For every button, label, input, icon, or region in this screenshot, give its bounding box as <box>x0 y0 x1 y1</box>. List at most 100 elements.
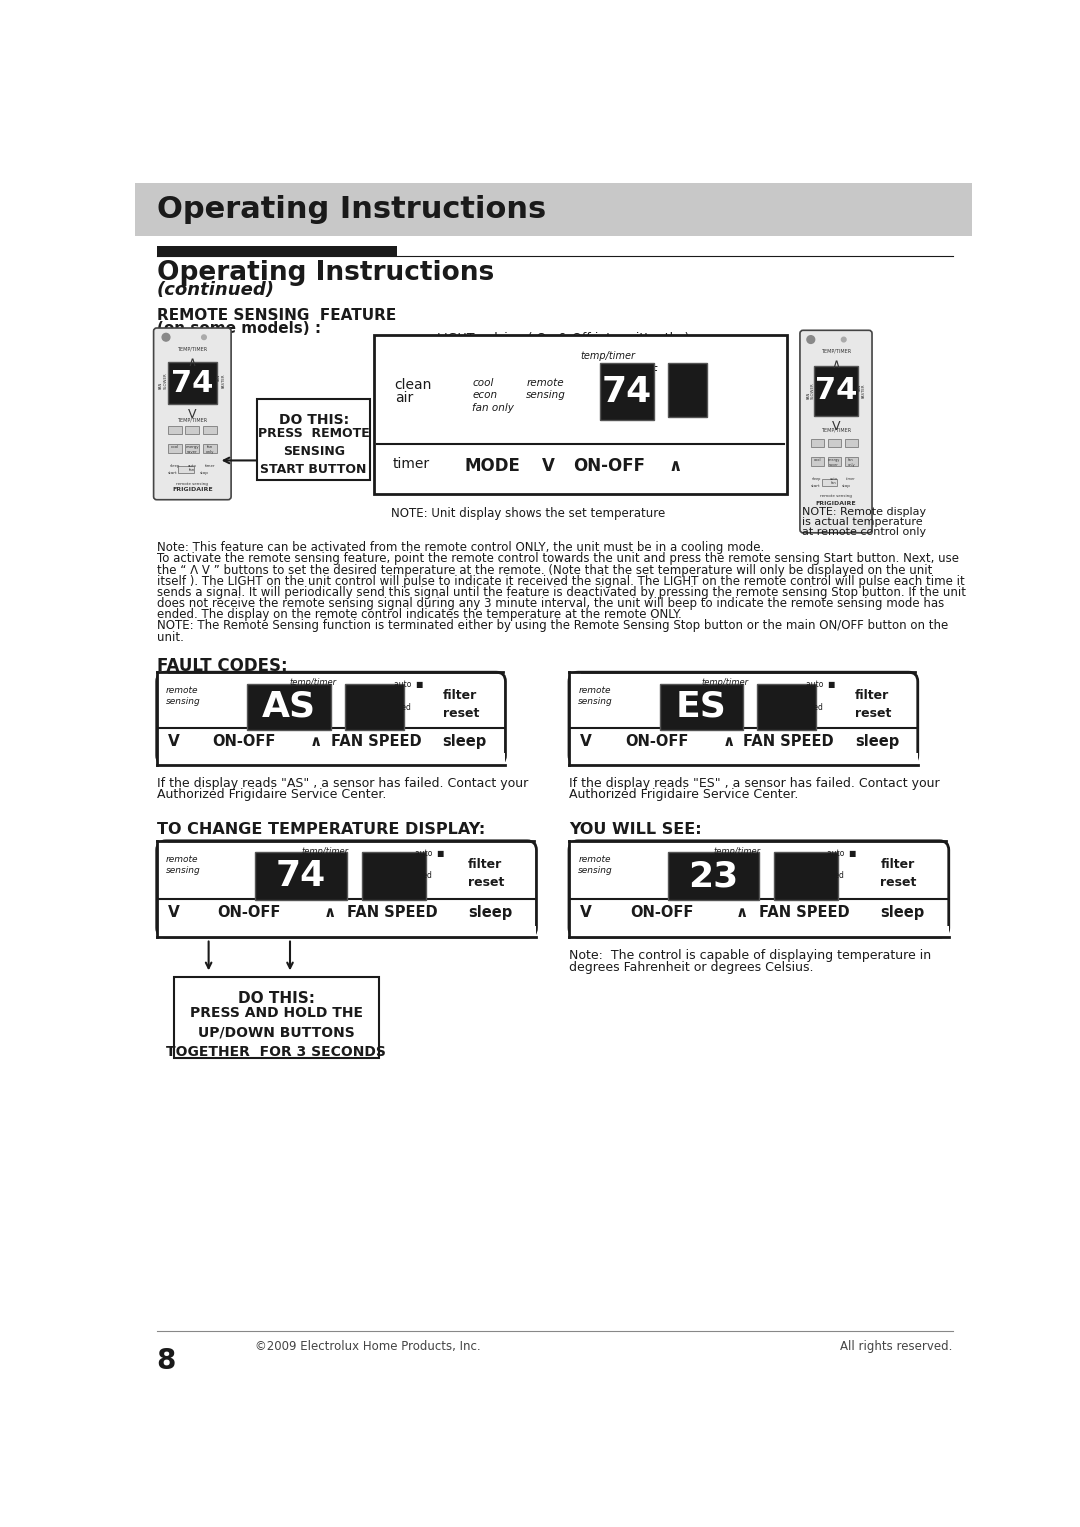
FancyBboxPatch shape <box>157 672 505 765</box>
Text: FAN
SLOWER: FAN SLOWER <box>806 383 814 400</box>
Bar <box>186 426 200 434</box>
Text: If the display reads "ES" , a sensor has failed. Contact your: If the display reads "ES" , a sensor has… <box>569 777 940 789</box>
Text: fan
only: fan only <box>848 458 855 467</box>
Circle shape <box>841 337 846 342</box>
Text: 74: 74 <box>602 376 652 409</box>
Text: temp/timer: temp/timer <box>702 678 748 687</box>
Text: ∧: ∧ <box>310 734 323 748</box>
Text: Operating Instructions: Operating Instructions <box>157 195 546 224</box>
Text: sleep: sleep <box>812 476 822 481</box>
Text: FAN SPEED: FAN SPEED <box>332 734 421 748</box>
Text: Operating Instructions: Operating Instructions <box>157 260 494 286</box>
Text: TO CHANGE TEMPERATURE DISPLAY:: TO CHANGE TEMPERATURE DISPLAY: <box>157 823 485 837</box>
Text: ∧: ∧ <box>832 357 840 371</box>
Text: timer: timer <box>847 476 856 481</box>
Text: auto  ■
hi
med
lo: auto ■ hi med lo <box>806 680 836 724</box>
Text: energy
saver: energy saver <box>186 444 199 454</box>
Text: remote
sensing: remote sensing <box>526 379 566 400</box>
Text: cool: cool <box>171 444 178 449</box>
Text: 74: 74 <box>814 376 858 405</box>
Text: remote
sensing: remote sensing <box>578 686 613 705</box>
Text: temp/timer: temp/timer <box>713 847 760 857</box>
Circle shape <box>202 334 206 339</box>
Text: auto
fan: auto fan <box>188 464 197 472</box>
Text: temp/timer: temp/timer <box>289 678 336 687</box>
Text: sleep: sleep <box>468 904 512 919</box>
Bar <box>569 753 918 765</box>
Text: NOTE: Remote display: NOTE: Remote display <box>801 507 926 516</box>
Bar <box>569 925 948 938</box>
Text: NOTE: The Remote Sensing function is terminated either by using the Remote Sensi: NOTE: The Remote Sensing function is ter… <box>157 620 948 632</box>
Text: auto  ■
hi
med
lo: auto ■ hi med lo <box>415 849 444 892</box>
FancyBboxPatch shape <box>569 672 918 765</box>
Text: (on some models) :: (on some models) : <box>157 321 321 336</box>
Bar <box>157 841 168 938</box>
Bar <box>135 183 972 235</box>
Text: remote sensing: remote sensing <box>820 493 852 498</box>
Bar <box>569 672 581 765</box>
Bar <box>157 753 505 765</box>
Bar <box>600 362 654 420</box>
Text: PRESS AND HOLD THE
UP/DOWN BUTTONS
TOGETHER  FOR 3 SECONDS: PRESS AND HOLD THE UP/DOWN BUTTONS TOGET… <box>166 1006 387 1060</box>
Text: LIGHT pulsing ( On & Off intermittently ).: LIGHT pulsing ( On & Off intermittently … <box>437 331 693 345</box>
FancyBboxPatch shape <box>375 334 786 495</box>
Bar <box>811 458 824 466</box>
Text: ∧: ∧ <box>737 904 748 919</box>
Bar <box>174 977 379 1058</box>
Text: auto  ■
hi
med
lo: auto ■ hi med lo <box>394 680 423 724</box>
Text: auto
fan: auto fan <box>831 476 838 486</box>
FancyBboxPatch shape <box>153 328 231 499</box>
Text: TEMP/TIMER: TEMP/TIMER <box>177 417 207 423</box>
Text: stop: stop <box>841 484 851 489</box>
Text: V: V <box>167 734 179 748</box>
Bar <box>822 479 837 486</box>
Bar <box>203 444 217 452</box>
Text: FAN
FASTER: FAN FASTER <box>217 374 226 388</box>
FancyBboxPatch shape <box>800 330 872 533</box>
Text: sends a signal. It will periodically send this signal until the feature is deact: sends a signal. It will periodically sen… <box>157 586 966 599</box>
Text: If the display reads "AS" , a sensor has failed. Contact your: If the display reads "AS" , a sensor has… <box>157 777 528 789</box>
Text: is actual temperature: is actual temperature <box>801 516 922 527</box>
Text: degrees Fahrenheit or degrees Celsius.: degrees Fahrenheit or degrees Celsius. <box>569 960 813 974</box>
Text: (continued): (continued) <box>157 281 274 299</box>
Bar <box>774 852 838 901</box>
Text: filter
reset: filter reset <box>855 689 891 721</box>
Text: V: V <box>167 904 179 919</box>
Bar <box>828 458 841 466</box>
Text: FAN SPEED: FAN SPEED <box>347 904 437 919</box>
Text: ∧: ∧ <box>188 356 197 368</box>
Text: itself ). The LIGHT on the unit control will pulse to indicate it received the s: itself ). The LIGHT on the unit control … <box>157 574 964 588</box>
Text: ∧: ∧ <box>324 904 336 919</box>
Bar <box>845 438 859 447</box>
Text: temp/timer: temp/timer <box>581 351 636 360</box>
Text: F: F <box>349 689 355 702</box>
Text: remote sensing: remote sensing <box>176 483 208 486</box>
Bar <box>157 672 168 765</box>
Text: ON-OFF: ON-OFF <box>217 904 281 919</box>
Text: remote
sensing: remote sensing <box>166 855 201 875</box>
Text: F: F <box>365 858 373 870</box>
Text: REMOTE SENSING  FEATURE: REMOTE SENSING FEATURE <box>157 308 396 324</box>
Text: clean: clean <box>394 379 432 392</box>
Text: MODE: MODE <box>464 458 521 475</box>
Text: FAN
FASTER: FAN FASTER <box>858 383 866 399</box>
Text: filter
reset: filter reset <box>880 858 917 889</box>
Text: ON-OFF: ON-OFF <box>572 458 645 475</box>
Text: energy
saver: energy saver <box>828 458 840 467</box>
Text: F: F <box>760 689 768 702</box>
Text: V: V <box>832 420 840 432</box>
Text: 74: 74 <box>275 860 326 893</box>
Text: start: start <box>167 472 177 475</box>
Text: ES: ES <box>676 690 727 724</box>
Text: TEMP/TIMER: TEMP/TIMER <box>821 348 851 354</box>
Bar <box>167 444 181 452</box>
Text: TEMP/TIMER: TEMP/TIMER <box>177 347 207 351</box>
Text: filter
reset: filter reset <box>443 689 480 721</box>
Bar <box>345 684 404 730</box>
Text: 23: 23 <box>688 860 739 893</box>
Text: Authorized Frigidaire Service Center.: Authorized Frigidaire Service Center. <box>157 788 386 802</box>
Bar <box>167 362 217 405</box>
Bar <box>257 399 369 479</box>
Text: Note: This feature can be activated from the remote control ONLY, the unit must : Note: This feature can be activated from… <box>157 541 764 554</box>
Text: FAN
SLOWER: FAN SLOWER <box>159 373 167 389</box>
